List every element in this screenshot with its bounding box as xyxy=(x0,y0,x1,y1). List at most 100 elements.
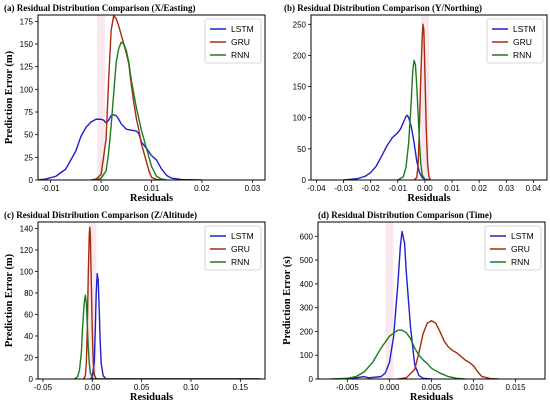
y-axis-label: Prediction Error (s) xyxy=(282,256,293,345)
y-tick-label: 250 xyxy=(293,20,307,29)
y-axis-label: Prediction Error (m) xyxy=(4,253,15,347)
y-tick-label: 0 xyxy=(309,375,314,384)
panel-a: (a) Residual Distribution Comparison (X/… xyxy=(4,3,266,204)
x-axis-label: Residuals xyxy=(410,392,453,403)
zero-highlight-band xyxy=(385,222,394,379)
y-tick-label: 150 xyxy=(293,83,307,92)
x-axis-label: Residuals xyxy=(407,193,450,204)
y-tick-label: 100 xyxy=(293,114,307,123)
panel-title: (d) Residual Distribution Comparison (Ti… xyxy=(318,210,492,220)
x-tick-label: -0.01 xyxy=(41,184,60,193)
y-tick-label: 200 xyxy=(300,327,314,336)
y-tick-label: 140 xyxy=(20,224,34,233)
x-tick-label: 0.00 xyxy=(93,184,109,193)
panel-b: (b) Residual Distribution Comparison (Y/… xyxy=(284,3,548,204)
legend-label-rnn: RNN xyxy=(231,257,249,267)
y-tick-label: 100 xyxy=(300,351,314,360)
x-tick-label: 0.04 xyxy=(526,184,542,193)
legend-label-lstm: LSTM xyxy=(231,231,254,241)
panel-title: (b) Residual Distribution Comparison (Y/… xyxy=(284,3,482,13)
legend xyxy=(486,18,544,64)
y-tick-label: 25 xyxy=(24,153,33,162)
legend-label-rnn: RNN xyxy=(231,50,249,60)
panel-title: (c) Residual Distribution Comparison (Z/… xyxy=(4,210,197,220)
y-tick-label: 50 xyxy=(297,145,306,154)
y-tick-label: 125 xyxy=(20,63,34,72)
y-axis-label: Prediction Error (m) xyxy=(4,50,15,144)
x-tick-label: 0.02 xyxy=(194,184,210,193)
x-tick-label: 0.03 xyxy=(499,184,515,193)
legend-label-rnn: RNN xyxy=(513,50,531,60)
x-tick-label: 0.10 xyxy=(183,383,199,392)
x-tick-label: 0.000 xyxy=(379,383,400,392)
x-tick-label: -0.05 xyxy=(34,383,53,392)
x-tick-label: 0.02 xyxy=(471,184,487,193)
panel-title: (a) Residual Distribution Comparison (X/… xyxy=(4,3,196,13)
x-tick-label: 0.05 xyxy=(134,383,150,392)
series-line-gru xyxy=(82,226,261,379)
y-tick-label: 120 xyxy=(20,246,34,255)
x-tick-label: -0.03 xyxy=(334,184,353,193)
x-tick-label: 0.03 xyxy=(245,184,261,193)
y-tick-label: 0 xyxy=(29,375,34,384)
legend-label-gru: GRU xyxy=(231,37,250,47)
x-tick-label: 0.010 xyxy=(464,383,485,392)
series-line-rnn xyxy=(95,41,168,180)
y-tick-label: 20 xyxy=(24,353,33,362)
x-tick-label: -0.005 xyxy=(336,383,359,392)
x-axis-label: Residuals xyxy=(130,392,173,403)
legend xyxy=(204,225,262,271)
y-tick-label: 75 xyxy=(24,108,33,117)
y-tick-label: 0 xyxy=(302,176,307,185)
series-line-rnn xyxy=(73,294,261,379)
x-tick-label: 0.15 xyxy=(233,383,249,392)
x-tick-label: -0.01 xyxy=(389,184,408,193)
legend xyxy=(484,225,542,271)
y-tick-label: 0 xyxy=(29,176,34,185)
panel-c: (c) Residual Distribution Comparison (Z/… xyxy=(4,210,266,403)
y-tick-label: 100 xyxy=(20,85,34,94)
legend-label-lstm: LSTM xyxy=(513,24,536,34)
legend-label-lstm: LSTM xyxy=(511,231,534,241)
y-tick-label: 60 xyxy=(24,310,33,319)
x-tick-label: 0.01 xyxy=(444,184,460,193)
y-tick-label: 40 xyxy=(24,332,33,341)
y-tick-label: 500 xyxy=(300,256,314,265)
y-tick-label: 400 xyxy=(300,280,314,289)
zero-highlight-band xyxy=(97,15,106,180)
x-tick-label: -0.02 xyxy=(362,184,381,193)
x-tick-label: -0.04 xyxy=(307,184,326,193)
y-tick-label: 150 xyxy=(20,40,34,49)
y-tick-label: 300 xyxy=(300,304,314,313)
series-line-lstm xyxy=(89,272,261,379)
x-tick-label: 0.00 xyxy=(417,184,433,193)
y-tick-label: 50 xyxy=(24,131,33,140)
series-line-gru xyxy=(397,320,500,379)
series-line-gru xyxy=(413,23,432,180)
legend-label-lstm: LSTM xyxy=(231,24,254,34)
series-line-lstm xyxy=(38,114,203,180)
y-tick-label: 100 xyxy=(20,267,34,276)
series-line-rnn xyxy=(329,329,466,379)
x-tick-label: 0.00 xyxy=(84,383,100,392)
legend xyxy=(204,18,262,64)
series-line-rnn xyxy=(397,59,429,180)
y-tick-label: 175 xyxy=(20,17,34,26)
plot-frame xyxy=(310,14,548,181)
x-tick-label: 0.005 xyxy=(421,383,442,392)
series-line-lstm xyxy=(342,114,432,180)
y-tick-label: 600 xyxy=(300,232,314,241)
y-tick-label: 200 xyxy=(293,51,307,60)
y-tick-label: 80 xyxy=(24,289,33,298)
x-axis-label: Residuals xyxy=(130,193,173,204)
legend-label-gru: GRU xyxy=(231,244,250,254)
panel-d: (d) Residual Distribution Comparison (Ti… xyxy=(282,210,546,403)
plot-frame xyxy=(37,221,266,380)
legend-label-rnn: RNN xyxy=(511,257,529,267)
legend-label-gru: GRU xyxy=(513,37,532,47)
x-tick-label: 0.01 xyxy=(144,184,160,193)
legend-label-gru: GRU xyxy=(511,244,530,254)
x-tick-label: 0.015 xyxy=(506,383,527,392)
